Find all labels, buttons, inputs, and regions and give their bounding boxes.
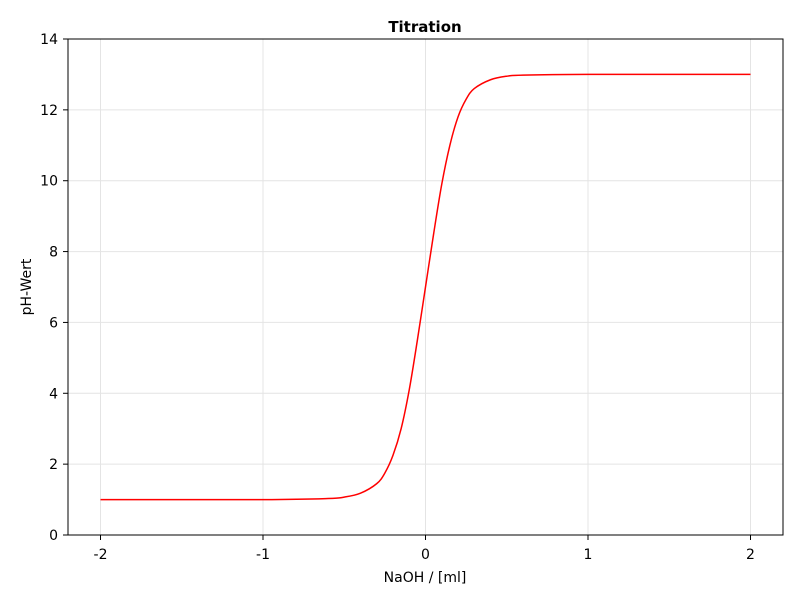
x-tick-label: -2 [94, 547, 108, 563]
y-tick-label: 10 [40, 174, 58, 190]
y-axis-label: pH-Wert [19, 258, 35, 315]
y-tick-label: 0 [49, 528, 58, 544]
y-tick-label: 12 [40, 103, 58, 119]
titration-curve [100, 73, 751, 501]
y-tick-label: 2 [49, 457, 58, 473]
x-tick-label: 0 [421, 547, 430, 563]
x-tick-label: 1 [584, 547, 593, 563]
y-tick-label: 14 [40, 32, 58, 48]
grid-lines [68, 39, 783, 535]
x-tick-label: 2 [746, 547, 755, 563]
y-tick-label: 8 [49, 245, 58, 261]
curve-layer [100, 73, 751, 501]
chart-title: Titration [388, 18, 461, 36]
y-tick-label: 6 [49, 315, 58, 331]
x-tick-label: -1 [256, 547, 270, 563]
x-axis-label: NaOH / [ml] [384, 570, 467, 586]
y-tick-label: 4 [49, 386, 58, 402]
